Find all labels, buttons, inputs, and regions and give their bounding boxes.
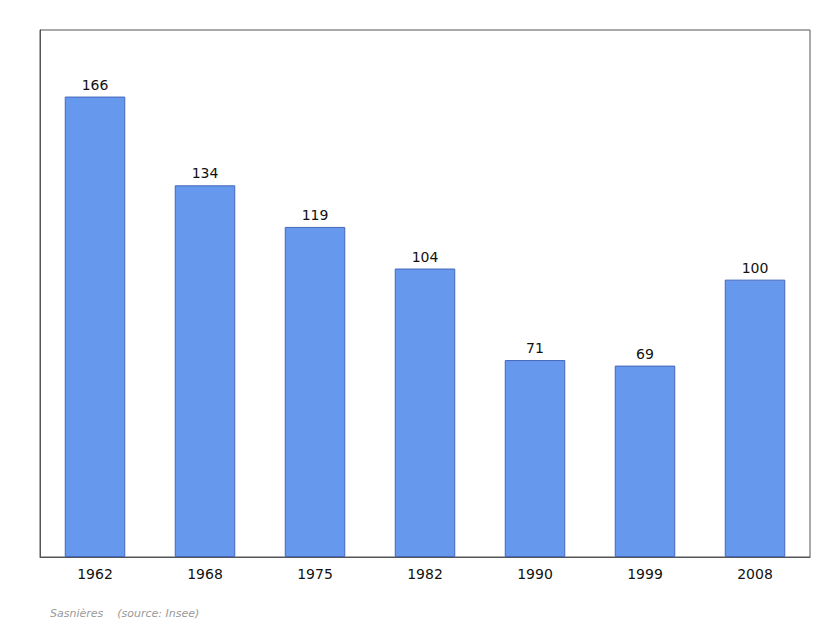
svg-text:1990: 1990 bbox=[517, 566, 553, 582]
svg-text:1962: 1962 bbox=[77, 566, 113, 582]
svg-text:119: 119 bbox=[302, 207, 329, 223]
svg-text:1999: 1999 bbox=[627, 566, 663, 582]
svg-text:100: 100 bbox=[742, 260, 769, 276]
svg-text:1982: 1982 bbox=[407, 566, 443, 582]
svg-text:1975: 1975 bbox=[297, 566, 333, 582]
svg-text:69: 69 bbox=[636, 346, 654, 362]
svg-text:134: 134 bbox=[192, 165, 219, 181]
svg-text:166: 166 bbox=[82, 77, 109, 93]
svg-text:104: 104 bbox=[412, 249, 439, 265]
svg-text:Sasnières (source: Insee): Sasnières (source: Insee) bbox=[50, 607, 199, 620]
svg-text:1968: 1968 bbox=[187, 566, 223, 582]
svg-text:2008: 2008 bbox=[737, 566, 773, 582]
svg-text:71: 71 bbox=[526, 340, 544, 356]
